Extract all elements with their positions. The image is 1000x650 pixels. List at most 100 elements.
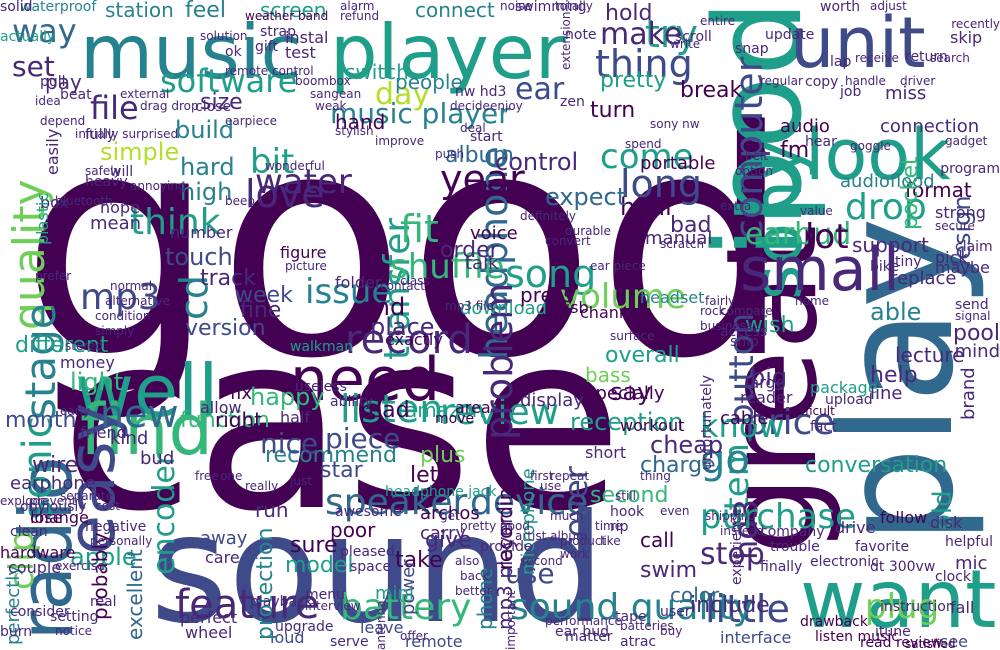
word-box: box <box>40 193 69 212</box>
word-fact: fact <box>810 419 837 435</box>
word-setting: setting <box>50 609 99 625</box>
word-interface: interface <box>720 628 792 647</box>
word-bluetooth: bluetooth <box>55 194 113 208</box>
word-software: software <box>160 62 298 100</box>
word-wire: wire <box>32 453 79 478</box>
word-weak: weak <box>315 99 347 113</box>
word-hope: hope <box>100 198 140 217</box>
word-exercise: exercise <box>55 559 105 573</box>
word-usb: usb <box>560 298 589 317</box>
word-belt: belt <box>745 149 769 163</box>
word-initially-surprised: initially surprised <box>75 127 179 141</box>
word-clean: clean <box>10 524 48 540</box>
word-stage: stage <box>16 303 65 420</box>
word-even: even <box>660 504 690 518</box>
word-mp3: mp3 <box>80 277 161 318</box>
word-format: format <box>905 178 972 202</box>
word-sony-nw: sony nw <box>650 117 700 131</box>
word-stop: stop <box>700 537 765 572</box>
word-bad: bad <box>670 213 712 238</box>
word-reception: reception <box>570 408 684 436</box>
word-channel: channel <box>580 303 644 322</box>
word-beat: beat <box>60 87 92 103</box>
word-close: close <box>195 99 232 115</box>
word-like: like <box>600 534 621 548</box>
word-shipping: shipping <box>705 509 756 523</box>
word-ok: ok <box>225 44 242 60</box>
word-pool: pool <box>953 321 1000 346</box>
word-screen: screen <box>260 0 327 22</box>
word-itune: itune <box>875 624 911 640</box>
word-replace: replace <box>890 268 957 289</box>
word-totally: totally <box>555 0 593 13</box>
word-portable: portable <box>640 153 716 174</box>
word-reader: reader <box>740 388 793 407</box>
word-lap: lap <box>830 54 852 70</box>
word-order: order <box>440 238 499 263</box>
word-strong: strong <box>935 203 986 222</box>
word-feature: feature <box>175 582 320 628</box>
word-day: day <box>375 77 431 112</box>
word-also: also <box>455 554 480 568</box>
word-consider: consider <box>10 604 70 620</box>
word-earbud: earbud <box>745 217 852 252</box>
word-serve: serve <box>330 634 369 650</box>
word-especially: especially <box>575 383 665 404</box>
word-care: care <box>205 548 240 567</box>
word-song: song <box>505 252 597 296</box>
word-improve: improve <box>375 134 425 148</box>
word-free: free <box>195 469 219 483</box>
word-get: get <box>440 509 460 523</box>
word-depend: depend <box>40 114 86 128</box>
word-heavy: heavy <box>85 174 128 190</box>
word-want: want <box>800 553 997 646</box>
word-apple: apple <box>70 543 137 571</box>
word-trouble: trouble <box>770 539 820 555</box>
word-right: right <box>215 408 262 432</box>
word-record: record <box>345 317 473 363</box>
word-file: file <box>90 89 139 127</box>
word-drag-drop: drag drop <box>140 99 199 113</box>
word-thing: thing <box>595 42 693 86</box>
word-sound-quality: sound quality <box>510 587 754 628</box>
word-handle: handle <box>845 74 886 88</box>
word-instal: instal <box>285 28 329 47</box>
word-week: week <box>235 283 293 308</box>
word-build: build <box>175 116 235 144</box>
word-track: track <box>200 266 256 291</box>
word-pleased: pleased <box>340 544 395 560</box>
word-drawback: drawback <box>800 614 868 630</box>
word-explode: explode <box>0 494 48 508</box>
word-easily: easily <box>43 128 62 175</box>
word-instead: instead <box>720 524 765 538</box>
word-stylish: stylish <box>335 124 374 138</box>
word-spend: spend <box>625 137 662 151</box>
word-surface: surface <box>610 329 655 343</box>
word-fairly: fairly <box>705 294 736 308</box>
word-option: option <box>735 164 773 178</box>
word-obviously: obviously <box>20 499 87 515</box>
word-menu: menu <box>305 587 345 603</box>
word-brand: brand <box>958 367 979 420</box>
word-driver: driver <box>900 74 936 88</box>
word-pick: pick <box>935 248 968 267</box>
word-hour: hour <box>620 193 675 221</box>
word-press: press <box>520 283 574 307</box>
word-case: case <box>60 280 624 565</box>
word-earpiece: earpiece <box>225 114 277 128</box>
word-go: go <box>700 437 750 483</box>
word-compare: compare <box>720 304 773 318</box>
word-annoying: annoying <box>130 179 186 193</box>
word-archos: archos <box>420 503 480 524</box>
word-purchase: purchase <box>700 497 857 537</box>
word-price: price <box>745 402 835 443</box>
word-money: money <box>60 353 115 372</box>
word-shuffle: shuffle <box>390 247 505 287</box>
word-personally: personally <box>90 534 153 548</box>
word-space: space <box>350 559 392 575</box>
word-feel: feel <box>185 0 226 23</box>
word-lot: lot <box>805 217 849 257</box>
word-satisfied: satisfied <box>905 637 956 650</box>
word-mic: mic <box>955 553 988 574</box>
word-bit: bit <box>250 142 295 182</box>
